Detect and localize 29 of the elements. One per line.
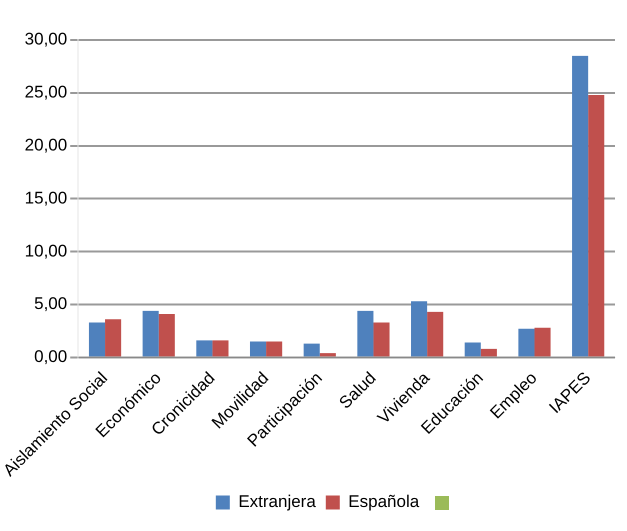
bar	[588, 95, 604, 356]
bar	[212, 340, 229, 356]
legend-label: Extranjera	[238, 492, 316, 512]
y-tick-label: 30,00	[24, 30, 68, 49]
bar	[304, 344, 320, 356]
y-tick-label: 0,00	[34, 347, 68, 366]
bar	[572, 56, 588, 356]
legend-label: Española	[348, 492, 420, 512]
bar	[142, 310, 159, 356]
y-tick-label: 5,00	[34, 294, 68, 314]
bar	[357, 310, 374, 356]
bar	[88, 322, 106, 356]
bar	[158, 314, 175, 356]
bar	[427, 312, 444, 356]
y-tick-label: 25,00	[24, 82, 68, 102]
bar	[480, 348, 497, 356]
y-tick-label: 20,00	[24, 135, 68, 154]
bar	[518, 328, 534, 356]
bar	[266, 341, 282, 356]
bar	[320, 353, 336, 356]
y-tick-label: 15,00	[24, 188, 68, 208]
bar	[464, 342, 481, 356]
y-tick-label: 10,00	[24, 241, 68, 260]
bar	[411, 301, 428, 356]
bar	[196, 340, 212, 356]
bar	[250, 341, 266, 356]
bar	[534, 328, 551, 356]
bar	[105, 319, 122, 356]
bar	[373, 322, 390, 356]
